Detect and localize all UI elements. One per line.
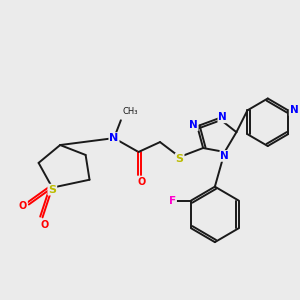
Text: S: S [48,184,56,195]
Text: N: N [220,151,229,161]
Text: N: N [290,105,298,116]
Text: S: S [176,154,184,164]
Text: O: O [40,220,49,230]
Text: F: F [169,196,176,206]
Text: N: N [110,133,118,143]
Text: O: O [19,202,27,212]
Text: O: O [137,177,146,187]
Text: CH₃: CH₃ [123,107,138,116]
Text: N: N [189,120,198,130]
Text: N: N [218,112,227,122]
